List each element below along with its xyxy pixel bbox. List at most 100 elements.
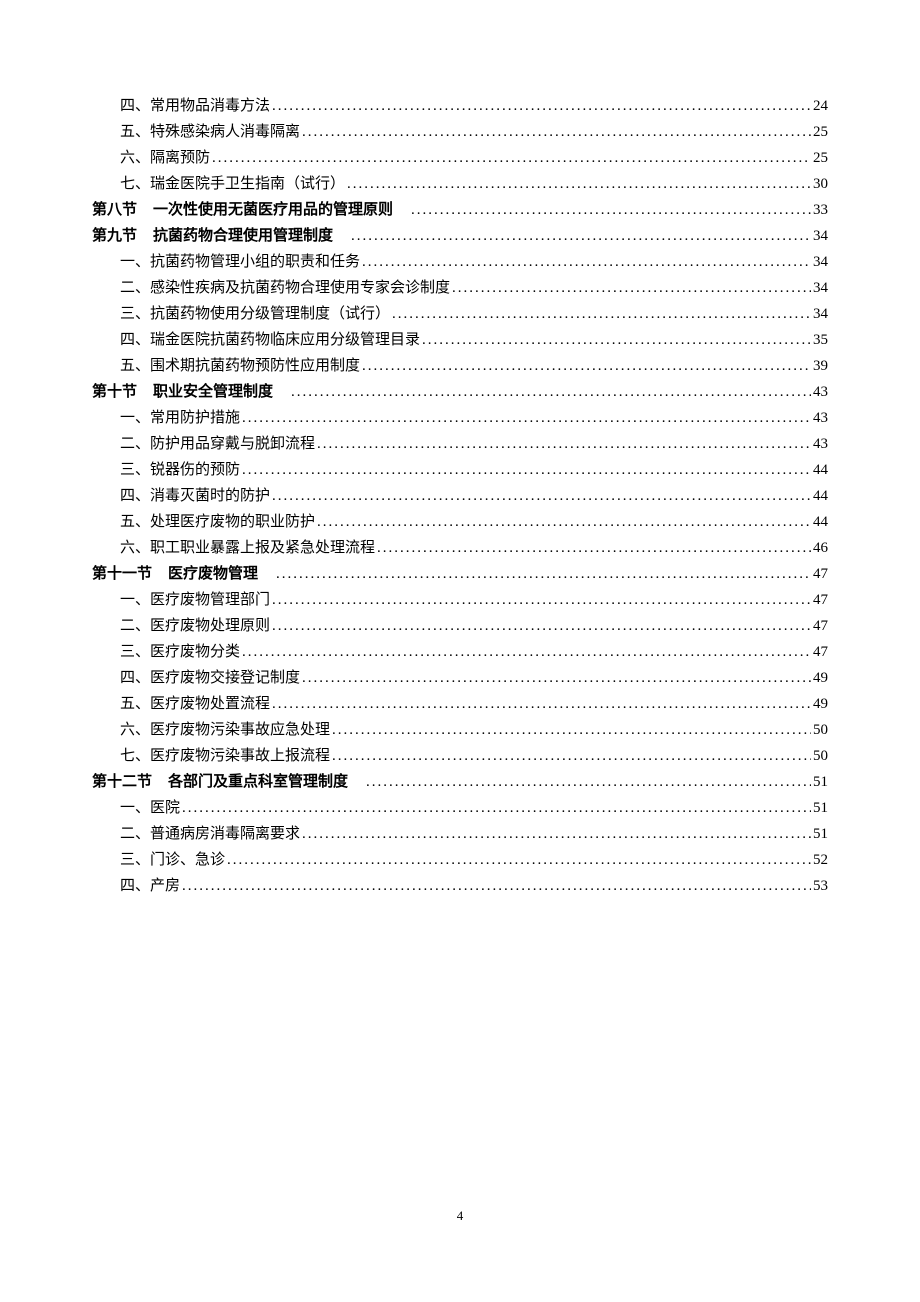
toc-label: 三、抗菌药物使用分级管理制度（试行） [120,307,390,322]
toc-page: 53 [813,879,828,894]
toc-container: 四、常用物品消毒方法 24 五、特殊感染病人消毒隔离25 六、隔离预防 25 七、瑞金医院… [92,99,828,894]
toc-label: 一、医院 [120,801,180,816]
toc-label: 二、感染性疾病及抗菌药物合理使用专家会诊制度 [120,281,450,296]
toc-label: 一、常用防护措施 [120,411,240,426]
toc-label: 三、医疗废物分类 [120,645,240,660]
toc-entry: 二、普通病房消毒隔离要求 51 [92,827,828,842]
toc-dots [272,99,811,114]
toc-page: 44 [813,489,828,504]
toc-page: 43 [813,385,828,400]
toc-label: 抗菌药物合理使用管理制度 [153,229,333,244]
toc-dots [392,307,811,322]
toc-page: 46 [813,541,828,556]
toc-dots [351,229,811,244]
toc-page: 43 [813,437,828,452]
toc-page: 50 [813,723,828,738]
toc-dots [452,281,811,296]
toc-label: 七、瑞金医院手卫生指南（试行） [120,177,345,192]
toc-section: 第十节 [92,385,137,400]
toc-page: 30 [813,177,828,192]
toc-entry: 六、隔离预防 25 [92,151,828,166]
toc-page: 34 [813,255,828,270]
toc-page: 52 [813,853,828,868]
toc-dots [362,359,811,374]
toc-entry: 四、瑞金医院抗菌药物临床应用分级管理目录 35 [92,333,828,348]
toc-entry: 五、特殊感染病人消毒隔离25 [92,125,828,140]
toc-dots [366,775,811,790]
toc-dots [272,593,811,608]
toc-dots [182,879,811,894]
toc-entry: 第十节 职业安全管理制度 43 [92,385,828,400]
toc-page: 47 [813,567,828,582]
toc-page: 24 [813,99,828,114]
toc-label: 七、医疗废物污染事故上报流程 [120,749,330,764]
toc-label: 职业安全管理制度 [153,385,273,400]
toc-page: 25 [813,151,828,166]
toc-label: 五、医疗废物处置流程 [120,697,270,712]
toc-page: 49 [813,671,828,686]
toc-dots [332,723,811,738]
toc-dots [242,463,811,478]
toc-section: 第十一节 [92,567,152,582]
toc-entry: 第九节抗菌药物合理使用管理制度34 [92,229,828,244]
toc-dots [302,125,811,140]
toc-page: 39 [813,359,828,374]
toc-section: 第十二节 [92,775,152,790]
toc-page: 47 [813,619,828,634]
toc-entry: 一、抗菌药物管理小组的职责和任务 34 [92,255,828,270]
toc-label: 四、常用物品消毒方法 [120,99,270,114]
toc-dots [227,853,811,868]
toc-entry: 七、医疗废物污染事故上报流程 50 [92,749,828,764]
toc-page: 47 [813,645,828,660]
toc-entry: 一、医院 51 [92,801,828,816]
toc-entry: 一、医疗废物管理部门47 [92,593,828,608]
toc-dots [212,151,811,166]
toc-dots [272,697,811,712]
toc-page: 51 [813,801,828,816]
toc-entry: 四、消毒灭菌时的防护44 [92,489,828,504]
toc-entry: 二、防护用品穿戴与脱卸流程 43 [92,437,828,452]
toc-label: 四、医疗废物交接登记制度 [120,671,300,686]
toc-page: 51 [813,775,828,790]
toc-label: 二、普通病房消毒隔离要求 [120,827,300,842]
toc-dots [242,645,811,660]
page-number: 4 [457,1208,464,1224]
toc-label: 三、锐器伤的预防 [120,463,240,478]
toc-label: 一次性使用无菌医疗用品的管理原则 [153,203,393,218]
toc-entry: 第十一节医疗废物管理47 [92,567,828,582]
toc-entry: 五、医疗废物处置流程 49 [92,697,828,712]
toc-label: 一、医疗废物管理部门 [120,593,270,608]
toc-dots [347,177,811,192]
toc-entry: 六、医疗废物污染事故应急处理50 [92,723,828,738]
toc-label: 四、瑞金医院抗菌药物临床应用分级管理目录 [120,333,420,348]
toc-page: 50 [813,749,828,764]
toc-page: 44 [813,515,828,530]
toc-entry: 六、职工职业暴露上报及紧急处理流程 46 [92,541,828,556]
toc-entry: 三、门诊、急诊52 [92,853,828,868]
toc-page: 49 [813,697,828,712]
toc-entry: 四、常用物品消毒方法 24 [92,99,828,114]
toc-entry: 四、医疗废物交接登记制度 49 [92,671,828,686]
toc-page: 35 [813,333,828,348]
toc-label: 六、职工职业暴露上报及紧急处理流程 [120,541,375,556]
toc-entry: 二、感染性疾病及抗菌药物合理使用专家会诊制度 34 [92,281,828,296]
toc-page: 34 [813,307,828,322]
toc-label: 一、抗菌药物管理小组的职责和任务 [120,255,360,270]
toc-dots [317,515,811,530]
toc-dots [272,619,811,634]
toc-dots [291,385,811,400]
toc-page: 34 [813,281,828,296]
toc-dots [362,255,811,270]
toc-entry: 二、医疗废物处理原则47 [92,619,828,634]
toc-section: 第八节 [92,203,137,218]
toc-dots [377,541,811,556]
toc-entry: 第八节一次性使用无菌医疗用品的管理原则33 [92,203,828,218]
toc-label: 二、防护用品穿戴与脱卸流程 [120,437,315,452]
toc-entry: 一、常用防护措施43 [92,411,828,426]
toc-label: 六、隔离预防 [120,151,210,166]
toc-page: 51 [813,827,828,842]
toc-dots [182,801,811,816]
toc-dots [272,489,811,504]
toc-entry: 五、围术期抗菌药物预防性应用制度39 [92,359,828,374]
toc-entry: 四、产房53 [92,879,828,894]
